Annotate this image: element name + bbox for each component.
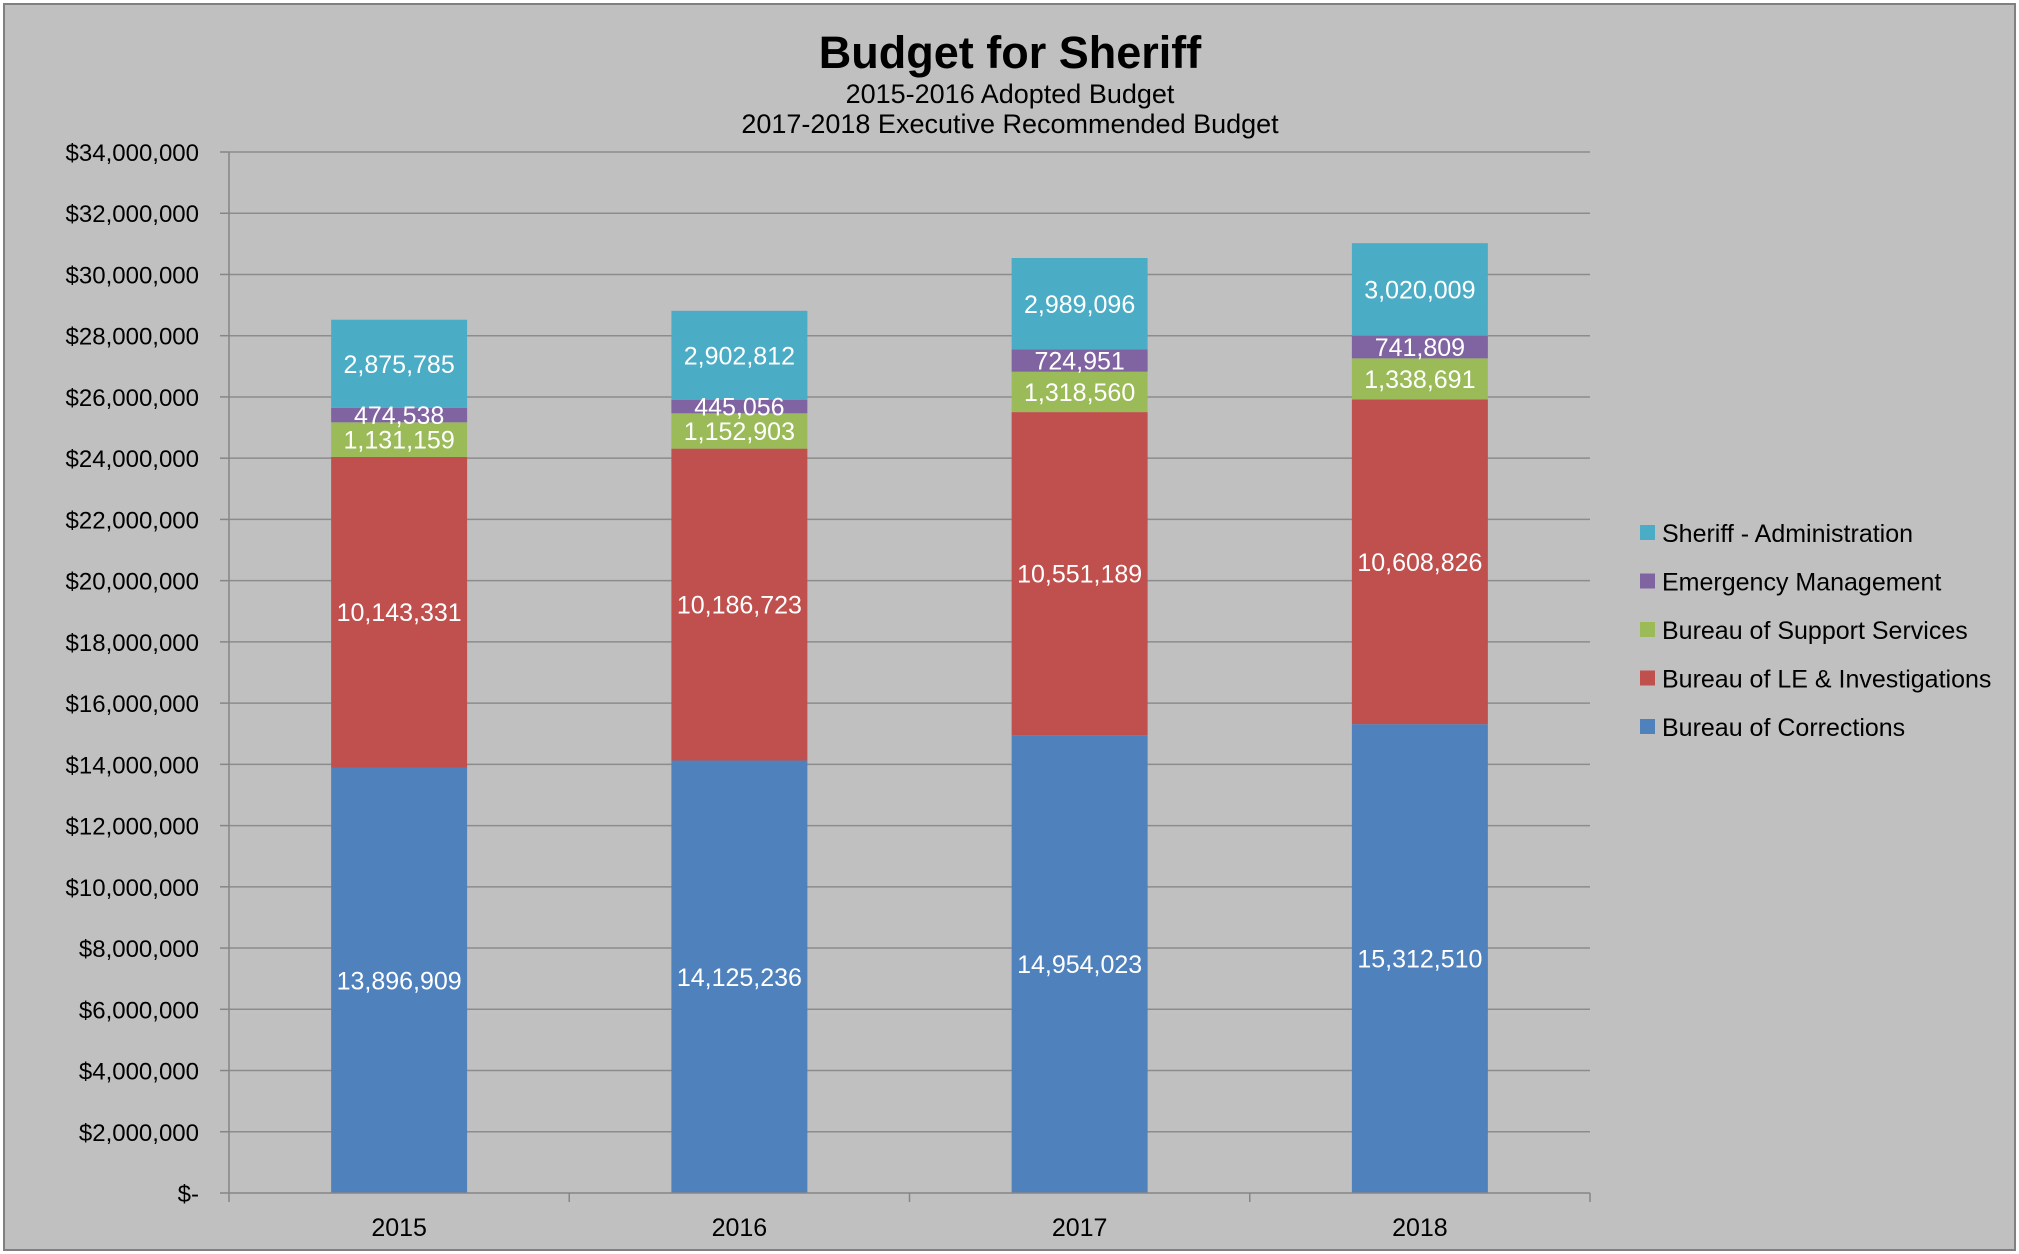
bars <box>331 243 1488 1193</box>
data-label: 2,902,812 <box>684 342 795 370</box>
y-tick-label: $- <box>178 1181 199 1208</box>
data-label: 10,551,189 <box>1017 561 1142 589</box>
y-tick-label: $12,000,000 <box>66 814 199 841</box>
data-label: 10,143,331 <box>337 599 462 627</box>
bar-segment <box>1011 258 1148 350</box>
y-tick-label: $22,000,000 <box>66 507 199 534</box>
chart-subtitle-line-2: 2017-2018 Executive Recommended Budget <box>741 109 1279 139</box>
bar-segment <box>1351 399 1488 725</box>
y-tick-label: $24,000,000 <box>66 446 199 473</box>
chart-subtitle-line-1: 2015-2016 Adopted Budget <box>846 79 1175 109</box>
data-label: 15,312,510 <box>1357 946 1482 974</box>
y-tick-label: $8,000,000 <box>79 936 199 963</box>
y-tick-label: $26,000,000 <box>66 385 199 412</box>
y-tick-label: $16,000,000 <box>66 691 199 718</box>
data-label: 1,318,560 <box>1024 379 1135 407</box>
legend-swatch <box>1640 573 1655 589</box>
y-tick-label: $2,000,000 <box>79 1120 199 1147</box>
data-label: 474,538 <box>354 402 444 430</box>
bar-segment <box>671 413 808 449</box>
data-label: 2,875,785 <box>344 351 455 379</box>
x-tick-label: 2017 <box>1052 1214 1108 1242</box>
data-label: 1,152,903 <box>684 418 795 446</box>
legend-swatch <box>1640 622 1655 637</box>
bar-segment <box>1011 349 1148 372</box>
data-label: 13,896,909 <box>337 967 462 995</box>
y-tick-label: $14,000,000 <box>66 752 199 779</box>
bar-segment <box>671 399 808 414</box>
x-tick-label: 2018 <box>1392 1214 1448 1242</box>
chart-title: Budget for Sheriff <box>819 27 1202 78</box>
legend: Sheriff - Administration Emergency Manage… <box>1640 520 1991 742</box>
legend-label: Bureau of LE & Investigations <box>1662 666 1991 694</box>
bar-segment <box>1351 243 1488 336</box>
data-label: 445,056 <box>694 394 784 422</box>
bar-segment <box>1011 735 1148 1193</box>
y-tick-label: $4,000,000 <box>79 1059 199 1086</box>
data-label: 724,951 <box>1034 348 1124 376</box>
data-label: 14,125,236 <box>677 964 802 992</box>
bar-segment <box>1351 724 1488 1193</box>
data-label: 10,186,723 <box>677 592 802 620</box>
data-label: 1,338,691 <box>1364 366 1475 394</box>
data-label: 14,954,023 <box>1017 951 1142 979</box>
y-tick-label: $20,000,000 <box>66 569 199 596</box>
axes: $- $2,000,000 $4,000,000 $6,000,000 $8,000,0… <box>66 140 1591 1242</box>
legend-swatch <box>1640 670 1655 686</box>
y-tick-label: $28,000,000 <box>66 324 199 351</box>
x-tick-label: 2015 <box>371 1214 427 1242</box>
legend-swatch <box>1640 719 1655 734</box>
data-label: 2,989,096 <box>1024 291 1135 319</box>
bar-segment <box>671 448 808 761</box>
legend-swatch <box>1640 525 1655 540</box>
bar-segment <box>331 319 468 408</box>
data-label: 3,020,009 <box>1364 276 1475 304</box>
legend-label: Bureau of Corrections <box>1662 714 1905 742</box>
y-tick-label: $10,000,000 <box>66 875 199 902</box>
data-label: 10,608,826 <box>1357 549 1482 577</box>
y-tick-label: $6,000,000 <box>79 997 199 1024</box>
legend-label: Sheriff - Administration <box>1662 520 1913 548</box>
y-tick-label: $30,000,000 <box>66 262 199 289</box>
bar-segment <box>1351 335 1488 359</box>
x-tick-label: 2016 <box>712 1214 768 1242</box>
bar-segment <box>331 456 468 768</box>
bar-segment <box>1011 371 1148 413</box>
bar-segment <box>671 310 808 400</box>
bar-segment <box>1351 358 1488 400</box>
data-label: 1,131,159 <box>344 427 455 455</box>
bar-segment <box>331 767 468 1193</box>
y-tick-label: $18,000,000 <box>66 630 199 657</box>
bar-segment <box>671 760 808 1193</box>
y-tick-label: $34,000,000 <box>66 140 199 167</box>
bar-segment <box>331 422 468 457</box>
data-label: 741,809 <box>1375 334 1465 362</box>
bar-segment <box>331 407 468 423</box>
y-tick-label: $32,000,000 <box>66 201 199 228</box>
legend-label: Bureau of Support Services <box>1662 617 1968 645</box>
bar-segment <box>1011 412 1148 736</box>
legend-label: Emergency Management <box>1662 569 1941 597</box>
